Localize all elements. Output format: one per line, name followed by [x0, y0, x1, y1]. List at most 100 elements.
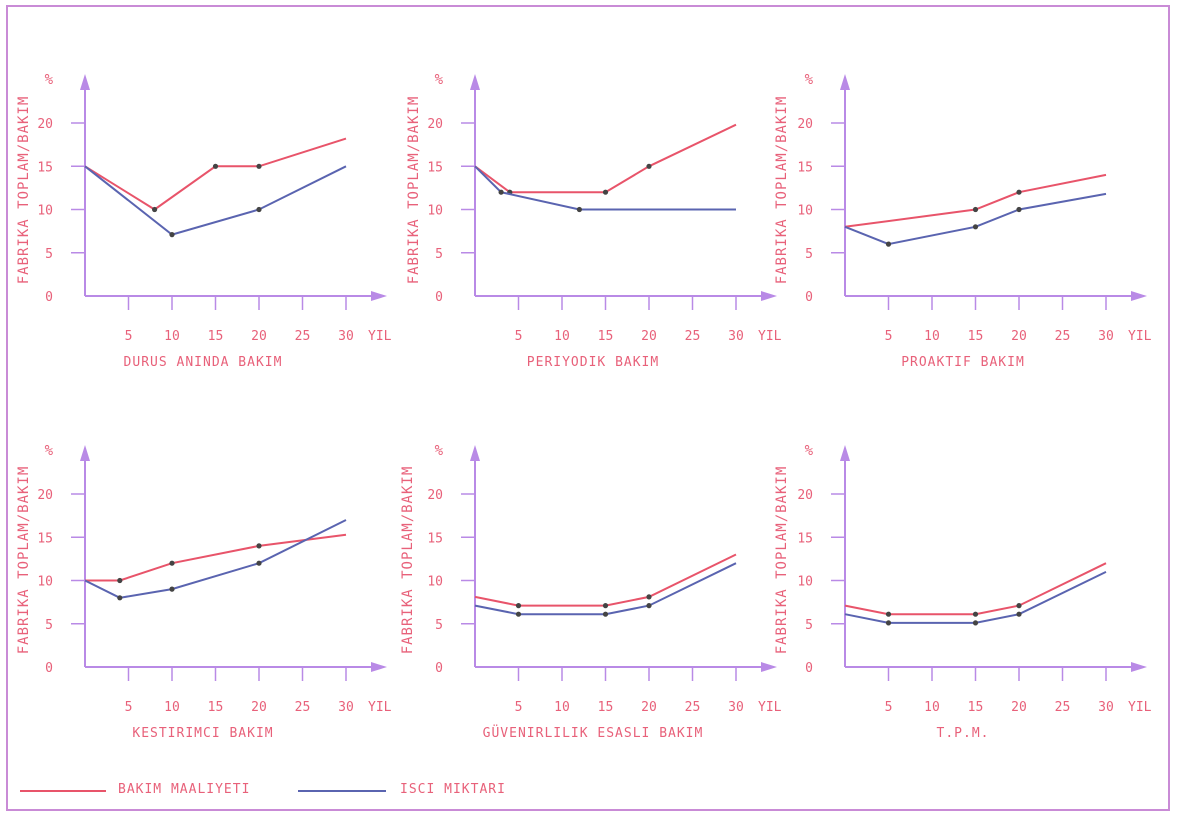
- y-tick-label: 10: [37, 575, 53, 590]
- x-tick-label: 10: [164, 329, 180, 344]
- data-point: [1016, 206, 1022, 213]
- y-unit-label: %: [45, 72, 54, 88]
- x-axis-arrow: [1131, 291, 1147, 301]
- x-axis-arrow: [761, 291, 777, 301]
- y-tick-label: 5: [805, 247, 813, 262]
- data-point: [152, 206, 158, 213]
- data-point: [515, 603, 522, 609]
- series-bakim-maaliyeti: [474, 123, 737, 195]
- data-point: [972, 611, 979, 617]
- data-point: [646, 594, 652, 600]
- data-point: [212, 163, 219, 169]
- x-tick-label: 15: [208, 700, 224, 715]
- y-tick-label: 15: [37, 531, 53, 546]
- y-tick-label: 0: [435, 661, 443, 676]
- series-isci-miktari: [84, 519, 347, 601]
- x-tick-label: 25: [295, 700, 311, 715]
- series-isci-miktari: [474, 562, 737, 617]
- data-point: [1016, 189, 1022, 195]
- x-tick-label: 5: [885, 329, 893, 344]
- chart-axes: [831, 74, 1147, 310]
- data-point: [602, 603, 609, 609]
- x-tick-label: 25: [295, 329, 311, 344]
- y-tick-label: 0: [45, 661, 53, 676]
- x-axis-arrow: [371, 291, 387, 301]
- data-point: [169, 560, 175, 566]
- x-tick-label: 10: [924, 700, 940, 715]
- y-axis-label: FABRIKA TOPLAM/BAKIM: [774, 466, 790, 655]
- y-axis-label: FABRIKA TOPLAM/BAKIM: [774, 96, 790, 285]
- y-unit-label: %: [435, 443, 444, 459]
- data-point: [972, 224, 979, 230]
- x-tick-label: 15: [968, 700, 984, 715]
- y-tick-label: 20: [427, 488, 443, 503]
- series-line: [84, 165, 347, 236]
- chart-axes: [831, 445, 1147, 681]
- y-axis-arrow: [470, 74, 480, 90]
- x-axis-arrow: [761, 662, 777, 672]
- series-line: [474, 123, 737, 194]
- x-tick-label: 5: [125, 700, 133, 715]
- chart-title: T.P.M.: [937, 726, 990, 741]
- x-axis-arrow: [1131, 662, 1147, 672]
- y-tick-label: 0: [435, 290, 443, 305]
- data-point: [1016, 611, 1022, 617]
- x-tick-label: 30: [338, 329, 354, 344]
- chart-title: KESTIRIMCI BAKIM: [132, 726, 273, 741]
- x-tick-label: 5: [885, 700, 893, 715]
- y-tick-label: 15: [37, 160, 53, 175]
- x-tick-label: 10: [924, 329, 940, 344]
- chart-panel-4: 0 5 10 15 20% 5 10 15 20 25 30 YIL FABRIKA TOPLAM/BA…: [16, 443, 392, 741]
- y-tick-label: 15: [797, 531, 813, 546]
- series-isci-miktari: [844, 192, 1107, 247]
- data-point: [646, 603, 652, 609]
- x-tick-label: 30: [1098, 329, 1114, 344]
- y-tick-label: 20: [427, 117, 443, 132]
- x-tick-label: 10: [164, 700, 180, 715]
- x-tick-label: 20: [641, 700, 657, 715]
- x-tick-label: 30: [1098, 700, 1114, 715]
- data-point: [885, 241, 892, 247]
- y-tick-label: 15: [797, 160, 813, 175]
- y-unit-label: %: [805, 72, 814, 88]
- chart-title: GÜVENIRLILIK ESASLI BAKIM: [483, 724, 704, 741]
- y-tick-label: 10: [797, 204, 813, 219]
- y-tick-label: 10: [427, 575, 443, 590]
- y-axis-arrow: [840, 74, 850, 90]
- y-axis-label: FABRIKA TOPLAM/BAKIM: [16, 96, 32, 285]
- x-unit-label: YIL: [758, 329, 782, 344]
- x-tick-label: 5: [125, 329, 133, 344]
- data-point: [117, 595, 123, 601]
- legend: BAKIM MAALIYETI ISCI MIKTARI: [20, 782, 505, 797]
- x-tick-label: 15: [598, 329, 614, 344]
- series-bakim-maaliyeti: [84, 137, 347, 213]
- y-unit-label: %: [45, 443, 54, 459]
- x-tick-label: 25: [1055, 700, 1071, 715]
- y-tick-label: 10: [37, 204, 53, 219]
- y-tick-label: 20: [797, 117, 813, 132]
- series-line: [844, 173, 1107, 228]
- x-tick-label: 5: [515, 700, 523, 715]
- series-line: [844, 562, 1107, 616]
- x-tick-label: 30: [728, 329, 744, 344]
- x-tick-label: 20: [251, 700, 267, 715]
- y-tick-label: 10: [797, 575, 813, 590]
- x-tick-label: 30: [728, 700, 744, 715]
- data-point: [515, 611, 522, 617]
- series-bakim-maaliyeti: [474, 553, 737, 609]
- data-point: [602, 189, 609, 195]
- x-axis-arrow: [371, 662, 387, 672]
- x-tick-label: 20: [251, 329, 267, 344]
- data-point: [646, 163, 652, 169]
- data-point: [256, 543, 262, 549]
- y-axis-arrow: [80, 445, 90, 461]
- y-tick-label: 5: [435, 247, 443, 262]
- series-isci-miktari: [84, 165, 347, 238]
- chart-title: DURUS ANINDA BAKIM: [124, 355, 283, 370]
- y-tick-label: 5: [435, 618, 443, 633]
- data-point: [602, 611, 609, 617]
- data-point: [1016, 603, 1022, 609]
- y-tick-label: 0: [805, 290, 813, 305]
- chart-panel-5: 0 5 10 15 20% 5 10 15 20 25 30 YIL FABRIKA TOPLAM/BA…: [400, 443, 782, 741]
- series-line: [85, 533, 347, 582]
